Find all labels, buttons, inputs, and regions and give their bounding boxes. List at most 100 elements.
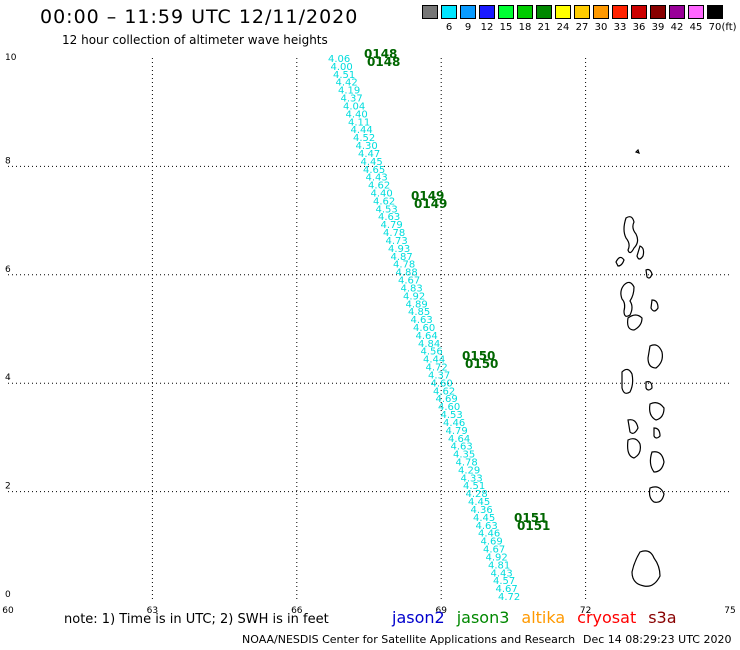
- track-value: 4.62: [373, 196, 395, 207]
- track-value: 4.53: [376, 204, 398, 215]
- island-outline: [620, 281, 635, 317]
- legend-label: 39: [651, 22, 665, 33]
- legend-swatch: [593, 5, 609, 19]
- legend-swatch: [555, 5, 571, 19]
- track-value: 4.00: [331, 62, 353, 73]
- track-value: 4.67: [398, 276, 420, 287]
- x-tick-label: 66: [291, 606, 303, 616]
- track-value: 4.64: [416, 331, 438, 342]
- time-label: 0151: [514, 511, 547, 525]
- track-value: 4.81: [488, 560, 510, 571]
- y-tick-label: 2: [5, 482, 11, 492]
- legend-swatch: [498, 5, 514, 19]
- map-grid: [8, 58, 730, 600]
- track-value: 4.42: [336, 78, 358, 89]
- track-value: 4.73: [386, 236, 408, 247]
- track-value: 4.45: [473, 513, 495, 524]
- time-label: 0149: [411, 189, 444, 203]
- legend-swatch: [650, 5, 666, 19]
- track-value: 4.30: [356, 141, 378, 152]
- axis-ticks: 60 63 66 69 72 75 0 2 4 6 8 10: [2, 53, 735, 616]
- legend-label: 6: [445, 22, 453, 33]
- track-value: 4.43: [366, 173, 388, 184]
- track-value: 4.40: [346, 109, 368, 120]
- satellite-s3a: s3a: [648, 608, 677, 627]
- time-label: 0151: [517, 519, 550, 533]
- legend-label: 27: [575, 22, 589, 33]
- wave-height-legend: 6 9 12 15 18 21 24 27 30 33 36 39 42 45 70 (ft): [422, 5, 737, 39]
- track-value: 4.51: [463, 481, 485, 492]
- page-subtitle: 12 hour collection of altimeter wave hei…: [62, 33, 328, 47]
- y-tick-label: 8: [5, 156, 11, 166]
- legend-label: 45: [689, 22, 703, 33]
- track-value: 4.64: [448, 434, 470, 445]
- time-label: 0148: [367, 55, 400, 69]
- island-outline: [636, 245, 645, 260]
- legend-swatch: [631, 5, 647, 19]
- track-value: 4.60: [438, 402, 460, 413]
- track-value: 4.92: [403, 291, 425, 302]
- timestamp-text: Dec 14 08:29:23 UTC 2020: [583, 633, 732, 646]
- track-value: 4.78: [393, 260, 415, 271]
- track-value: 4.67: [483, 545, 505, 556]
- x-tick-label: 63: [147, 606, 158, 616]
- legend-unit: (ft): [721, 22, 737, 33]
- legend-label: 70: [708, 22, 722, 33]
- legend-label: 12: [480, 22, 494, 33]
- x-tick-label: 69: [435, 606, 447, 616]
- track-value: 4.19: [338, 86, 360, 97]
- y-tick-label: 0: [5, 590, 11, 600]
- track-value: 4.44: [351, 125, 373, 136]
- page-title: 00:00 – 11:59 UTC 12/11/2020: [40, 6, 359, 28]
- track-value: 4.69: [481, 537, 503, 548]
- track-value: 4.45: [361, 157, 383, 168]
- track-value: 4.65: [363, 165, 385, 176]
- island-outline: [627, 314, 643, 331]
- track-value: 4.62: [433, 386, 455, 397]
- island-outline: [627, 419, 639, 434]
- track-value: 4.35: [453, 450, 475, 461]
- island-outline: [623, 216, 639, 254]
- island-outline: [649, 451, 665, 473]
- legend-swatch: [669, 5, 685, 19]
- track-value: 4.72: [498, 592, 520, 603]
- island-outline: [621, 368, 634, 394]
- time-label: 0150: [465, 357, 498, 371]
- legend-swatch: [707, 5, 723, 19]
- time-label: 0149: [414, 197, 447, 211]
- track-value: 4.63: [476, 521, 498, 532]
- track-value: 4.36: [471, 505, 493, 516]
- track-value: 4.69: [436, 394, 458, 405]
- island-outline: [648, 486, 665, 503]
- y-tick-label: 10: [5, 53, 17, 63]
- legend-swatch: [612, 5, 628, 19]
- track-value: 4.29: [458, 465, 480, 476]
- island-outline: [645, 381, 653, 391]
- track-value: 4.46: [443, 418, 465, 429]
- track-value: 4.33: [461, 473, 483, 484]
- track-value: 4.88: [396, 268, 418, 279]
- x-tick-label: 72: [580, 606, 591, 616]
- track-value: 4.60: [431, 378, 453, 389]
- legend-swatch: [441, 5, 457, 19]
- time-label: 0150: [462, 349, 495, 363]
- track-value: 4.67: [496, 584, 518, 595]
- track-value: 4.04: [343, 101, 365, 112]
- track-value: 4.40: [371, 189, 393, 200]
- track-value: 4.63: [411, 315, 433, 326]
- track-value: 4.51: [333, 70, 355, 81]
- legend-swatch: [422, 5, 438, 19]
- legend-label: 18: [518, 22, 532, 33]
- island-outline: [647, 344, 663, 369]
- track-value: 4.79: [381, 220, 403, 231]
- track-value: 4.78: [383, 228, 405, 239]
- track-value: 4.43: [491, 568, 513, 579]
- track-value: 4.60: [413, 323, 435, 334]
- legend-swatch: [688, 5, 704, 19]
- track-value: 4.53: [441, 410, 463, 421]
- track-value: 4.11: [348, 117, 370, 128]
- track-value: 4.44: [423, 355, 445, 366]
- track-value: 4.56: [421, 347, 443, 358]
